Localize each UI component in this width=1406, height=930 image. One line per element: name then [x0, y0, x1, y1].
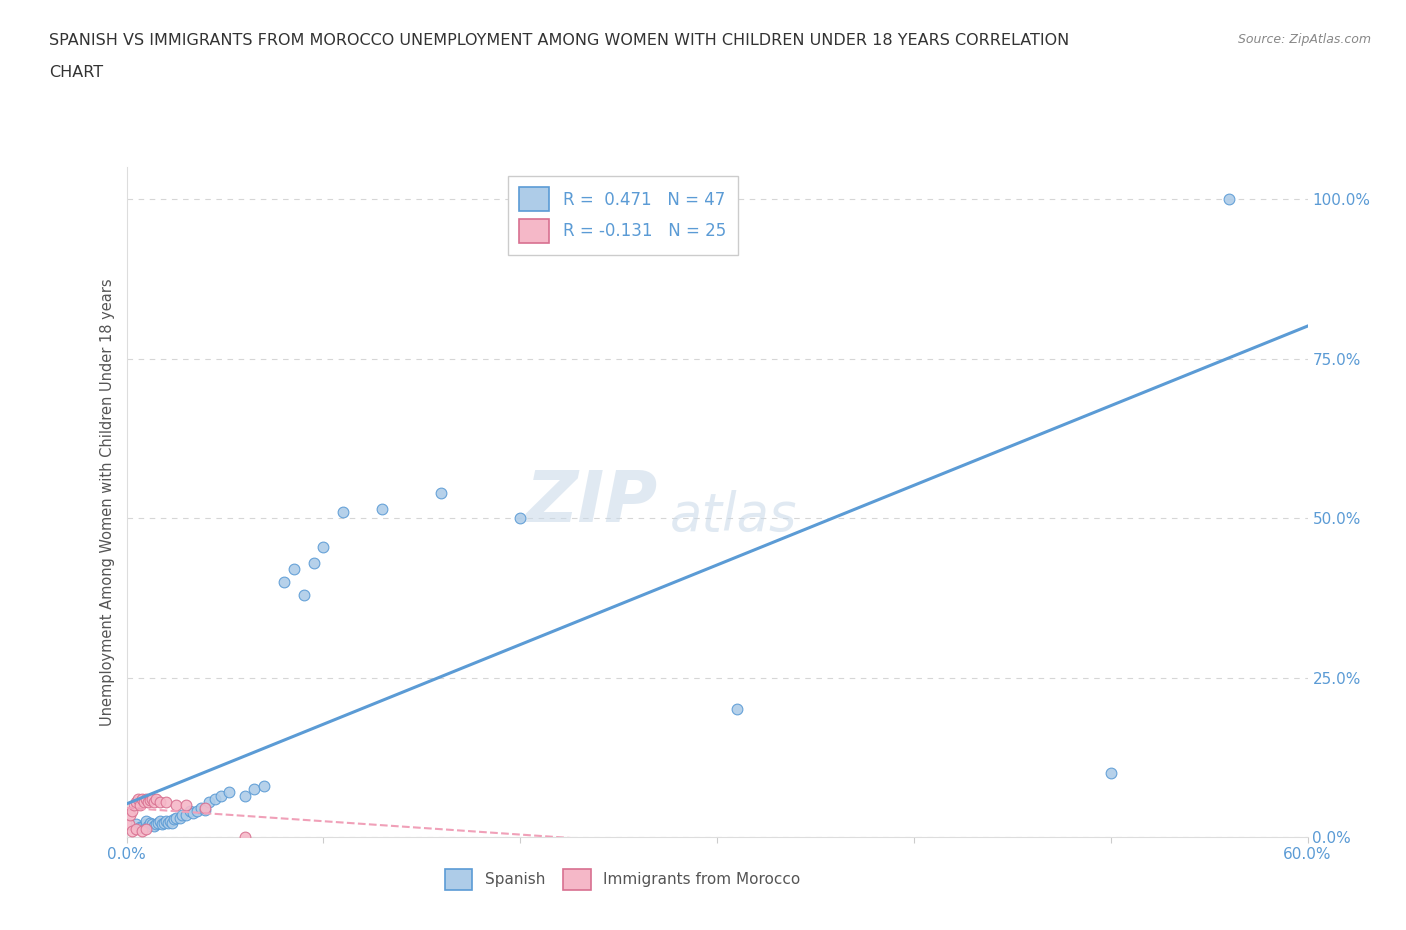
Point	[509, 511, 531, 525]
Point	[430, 485, 453, 500]
Point	[218, 785, 240, 800]
Point	[139, 816, 162, 830]
Point	[174, 798, 197, 813]
Point	[125, 822, 148, 837]
Point	[169, 810, 191, 825]
Point	[243, 782, 266, 797]
Point	[131, 820, 153, 835]
Point	[273, 575, 295, 590]
Text: ZIP: ZIP	[526, 468, 658, 537]
Point	[134, 794, 156, 809]
Point	[141, 791, 163, 806]
Point	[1099, 765, 1122, 780]
Point	[143, 794, 166, 809]
Point	[131, 823, 153, 838]
Point	[204, 791, 226, 806]
Point	[194, 801, 217, 816]
Point	[127, 791, 149, 806]
Point	[135, 791, 157, 806]
Point	[146, 816, 169, 830]
Point	[125, 817, 148, 831]
Point	[150, 817, 173, 831]
Point	[283, 562, 305, 577]
Point	[190, 801, 212, 816]
Point	[141, 817, 163, 831]
Point	[135, 817, 157, 831]
Point	[153, 816, 176, 830]
Point	[159, 814, 181, 829]
Point	[170, 807, 193, 822]
Point	[145, 817, 167, 831]
Point	[198, 794, 221, 809]
Point	[121, 804, 143, 819]
Point	[371, 501, 394, 516]
Point	[135, 814, 157, 829]
Point	[312, 539, 335, 554]
Point	[194, 803, 217, 817]
Point	[139, 792, 162, 807]
Point	[332, 504, 354, 519]
Point	[125, 794, 148, 809]
Text: CHART: CHART	[49, 65, 103, 80]
Point	[160, 816, 183, 830]
Point	[233, 788, 256, 803]
Point	[124, 798, 146, 813]
Point	[174, 807, 197, 822]
Point	[253, 778, 276, 793]
Point	[155, 814, 177, 829]
Point	[135, 822, 157, 837]
Point	[165, 798, 187, 813]
Point	[163, 812, 186, 827]
Point	[155, 794, 177, 809]
Text: Source: ZipAtlas.com: Source: ZipAtlas.com	[1237, 33, 1371, 46]
Point	[145, 791, 167, 806]
Point	[117, 817, 139, 831]
Point	[120, 807, 142, 822]
Text: SPANISH VS IMMIGRANTS FROM MOROCCO UNEMPLOYMENT AMONG WOMEN WITH CHILDREN UNDER : SPANISH VS IMMIGRANTS FROM MOROCCO UNEMP…	[49, 33, 1070, 47]
Y-axis label: Unemployment Among Women with Children Under 18 years: Unemployment Among Women with Children U…	[100, 278, 115, 726]
Point	[121, 823, 143, 838]
Point	[1218, 192, 1240, 206]
Point	[131, 791, 153, 806]
Point	[136, 794, 159, 809]
Point	[129, 798, 152, 813]
Text: atlas: atlas	[669, 489, 797, 541]
Point	[233, 830, 256, 844]
Point	[136, 818, 159, 833]
Point	[302, 555, 325, 570]
Point	[725, 702, 748, 717]
Point	[165, 810, 187, 825]
Point	[129, 820, 152, 835]
Point	[183, 805, 205, 820]
Point	[143, 818, 166, 833]
Point	[179, 804, 201, 819]
Point	[156, 816, 179, 830]
Point	[149, 814, 172, 829]
Legend: Spanish, Immigrants from Morocco: Spanish, Immigrants from Morocco	[439, 862, 807, 897]
Point	[292, 587, 315, 602]
Point	[186, 804, 208, 819]
Point	[209, 788, 232, 803]
Point	[149, 794, 172, 809]
